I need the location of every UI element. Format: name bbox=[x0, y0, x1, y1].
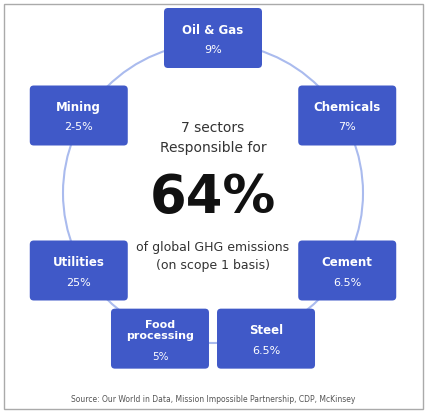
Text: Steel: Steel bbox=[248, 324, 282, 337]
FancyBboxPatch shape bbox=[30, 85, 127, 145]
Text: Food
processing: Food processing bbox=[126, 320, 193, 341]
Text: 25%: 25% bbox=[66, 278, 91, 287]
FancyBboxPatch shape bbox=[216, 309, 314, 369]
Text: 5%: 5% bbox=[151, 351, 168, 362]
Text: Responsible for: Responsible for bbox=[159, 141, 266, 155]
Text: Chemicals: Chemicals bbox=[313, 101, 380, 114]
Text: of global GHG emissions: of global GHG emissions bbox=[136, 242, 289, 254]
Text: Mining: Mining bbox=[56, 101, 101, 114]
Text: 2-5%: 2-5% bbox=[64, 123, 93, 133]
Text: Cement: Cement bbox=[321, 256, 372, 269]
FancyBboxPatch shape bbox=[30, 240, 127, 301]
Text: 7 sectors: 7 sectors bbox=[181, 121, 244, 135]
Text: 6.5%: 6.5% bbox=[332, 278, 360, 287]
Text: Source: Our World in Data, Mission Impossible Partnership, CDP, McKinsey: Source: Our World in Data, Mission Impos… bbox=[71, 396, 354, 404]
Text: Utilities: Utilities bbox=[53, 256, 104, 269]
FancyBboxPatch shape bbox=[297, 85, 395, 145]
FancyBboxPatch shape bbox=[164, 8, 262, 68]
Text: (on scope 1 basis): (on scope 1 basis) bbox=[155, 259, 269, 271]
Text: 7%: 7% bbox=[337, 123, 355, 133]
Text: 64%: 64% bbox=[150, 172, 276, 224]
FancyBboxPatch shape bbox=[297, 240, 395, 301]
FancyBboxPatch shape bbox=[111, 309, 208, 369]
Text: 9%: 9% bbox=[204, 45, 222, 55]
Text: 6.5%: 6.5% bbox=[251, 346, 279, 356]
Text: Oil & Gas: Oil & Gas bbox=[182, 24, 243, 36]
